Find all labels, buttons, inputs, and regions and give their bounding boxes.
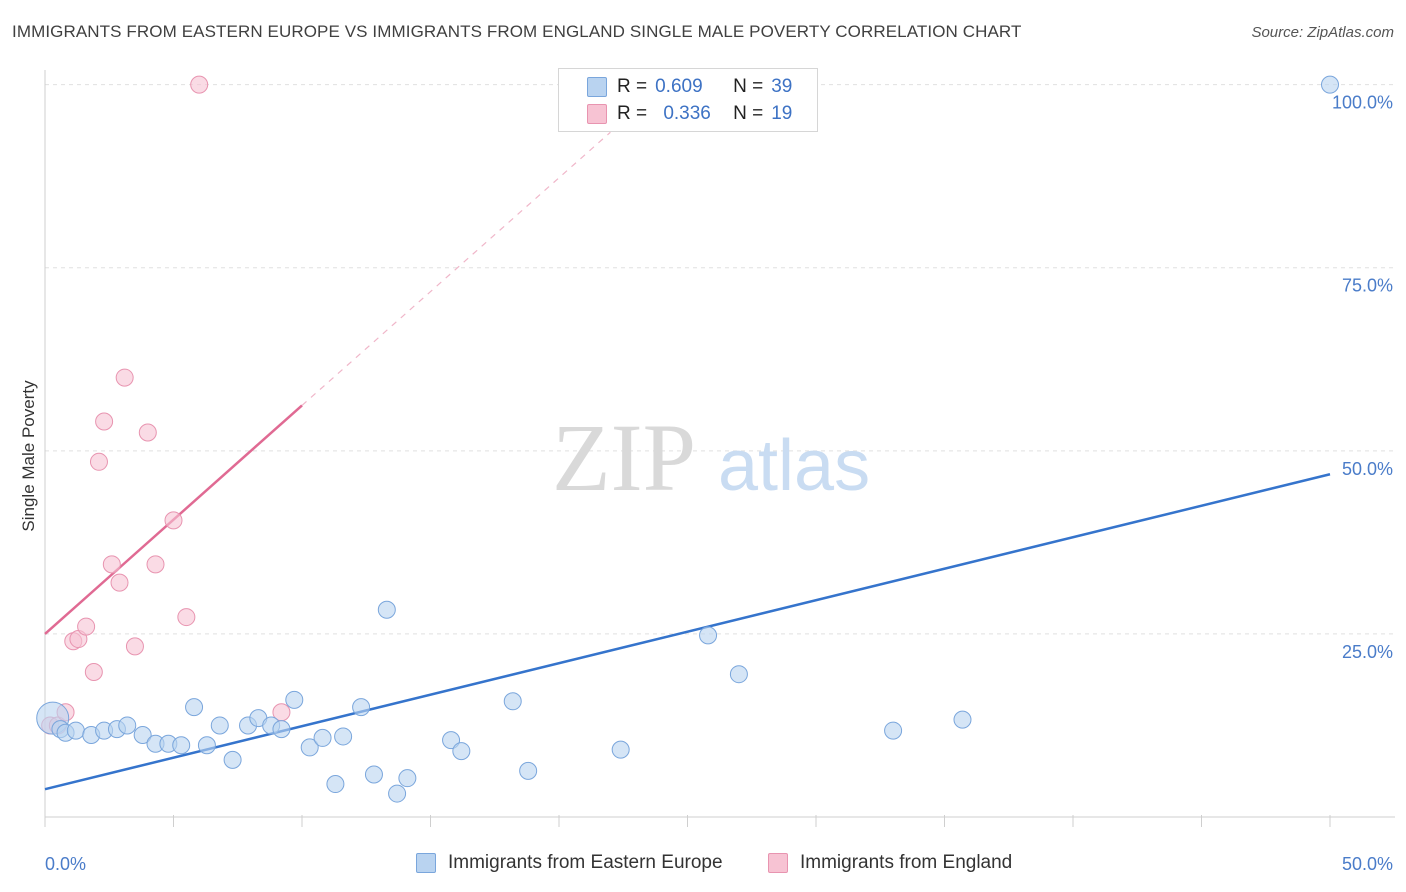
point-england-10 [110, 573, 129, 592]
legend-swatch-eastern-europe [416, 853, 436, 873]
legend-n-label: N = [733, 76, 764, 97]
legend-item-england[interactable]: Immigrants from England [768, 852, 1012, 874]
point-england-15 [164, 511, 183, 530]
legend-r-label: R = [617, 76, 648, 97]
point-england-13 [138, 423, 157, 442]
scatter-points [36, 75, 1339, 803]
regression-line-eastern-europe [44, 473, 1331, 791]
point-eastern-europe-8 [133, 725, 152, 744]
point-eastern-europe-39 [1321, 75, 1339, 94]
series-legend: Immigrants from Eastern Europe Immigrant… [0, 852, 1406, 878]
point-eastern-europe-29 [398, 769, 417, 788]
source-label: Source: ZipAtlas.com [1251, 24, 1394, 41]
point-eastern-europe-38 [953, 710, 972, 729]
point-eastern-europe-19 [272, 720, 291, 739]
correlation-legend: R = 0.609 N = 39 R = 0.336 N = 19 [558, 68, 818, 132]
point-eastern-europe-32 [503, 692, 522, 711]
grid-lines [45, 84, 1395, 635]
point-eastern-europe-25 [352, 698, 371, 717]
point-england-11 [115, 368, 134, 387]
point-eastern-europe-28 [388, 784, 407, 803]
point-england-9 [102, 555, 121, 574]
regression-extension-england [301, 131, 611, 406]
legend-r-value: 0.336 [663, 103, 711, 124]
point-eastern-europe-37 [884, 721, 903, 740]
point-eastern-europe-15 [223, 750, 242, 769]
point-england-5 [77, 617, 96, 636]
legend-n-value: 19 [771, 103, 793, 124]
axes [44, 70, 1395, 827]
point-eastern-europe-30 [442, 731, 461, 750]
y-tick-label-3: 100.0% [1332, 93, 1393, 113]
watermark-zip: ZIP [552, 404, 696, 511]
legend-swatch-blue [587, 77, 607, 97]
point-eastern-europe-12 [185, 698, 204, 717]
legend-label-eastern-europe: Immigrants from Eastern Europe [448, 852, 723, 873]
legend-row-eastern-europe: R = 0.609 N = 39 [559, 74, 792, 100]
point-england-17 [190, 75, 209, 94]
point-eastern-europe-14 [210, 716, 229, 735]
point-eastern-europe-26 [364, 765, 383, 784]
point-eastern-europe-22 [313, 728, 332, 747]
tick-labels: 25.0% 50.0% 75.0% 100.0% 0.0% 50.0% [45, 93, 1393, 874]
point-eastern-europe-36 [729, 665, 748, 684]
point-eastern-europe-21 [300, 738, 319, 757]
point-eastern-europe-20 [285, 690, 304, 709]
y-tick-label-2: 75.0% [1342, 276, 1393, 296]
legend-label-england: Immigrants from England [800, 852, 1013, 873]
point-eastern-europe-7 [118, 716, 137, 735]
point-eastern-europe-27 [377, 600, 396, 619]
y-axis-title: Single Male Poverty [19, 380, 38, 532]
watermark-atlas: atlas [718, 426, 870, 506]
point-england-16 [177, 608, 196, 627]
point-england-12 [125, 637, 144, 656]
point-eastern-europe-11 [172, 736, 191, 755]
legend-swatch-pink [587, 104, 607, 124]
y-tick-label-1: 50.0% [1342, 459, 1393, 479]
point-eastern-europe-23 [326, 775, 345, 794]
point-eastern-europe-35 [699, 626, 718, 645]
point-eastern-europe-33 [519, 761, 538, 780]
legend-n-label: N = [733, 103, 764, 124]
point-eastern-europe-3 [66, 721, 85, 740]
point-england-14 [146, 555, 165, 574]
point-eastern-europe-34 [611, 740, 630, 759]
point-eastern-europe-13 [197, 736, 216, 755]
point-england-8 [95, 412, 114, 431]
legend-item-eastern-europe[interactable]: Immigrants from Eastern Europe [416, 852, 723, 874]
legend-r-label: R = [617, 103, 648, 124]
point-eastern-europe-31 [452, 742, 471, 761]
legend-row-england: R = 0.336 N = 19 [559, 101, 792, 127]
x-tick-label-0: 0.0% [45, 854, 86, 874]
point-eastern-europe-24 [334, 727, 353, 746]
chart-title: IMMIGRANTS FROM EASTERN EUROPE VS IMMIGR… [12, 22, 1022, 41]
legend-r-value: 0.609 [655, 76, 703, 97]
x-tick-label-1: 50.0% [1342, 854, 1393, 874]
point-england-6 [84, 662, 103, 681]
y-tick-label-0: 25.0% [1342, 642, 1393, 662]
legend-n-value: 39 [771, 76, 793, 97]
point-england-7 [89, 452, 108, 471]
legend-swatch-england [768, 853, 788, 873]
